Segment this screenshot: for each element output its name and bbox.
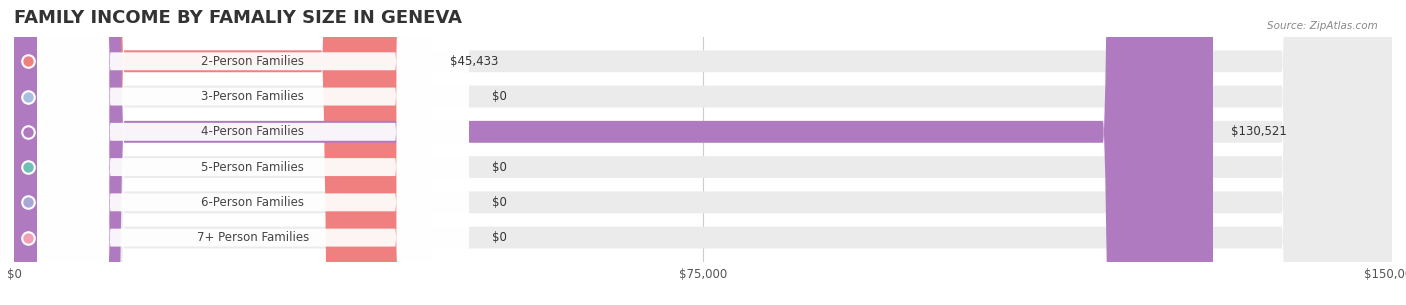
- Text: Source: ZipAtlas.com: Source: ZipAtlas.com: [1267, 21, 1378, 31]
- Text: FAMILY INCOME BY FAMALIY SIZE IN GENEVA: FAMILY INCOME BY FAMALIY SIZE IN GENEVA: [14, 9, 463, 27]
- FancyBboxPatch shape: [14, 0, 1392, 305]
- FancyBboxPatch shape: [37, 0, 468, 305]
- Text: 4-Person Families: 4-Person Families: [201, 125, 304, 138]
- Text: 6-Person Families: 6-Person Families: [201, 196, 304, 209]
- Text: $130,521: $130,521: [1232, 125, 1288, 138]
- FancyBboxPatch shape: [37, 0, 468, 305]
- FancyBboxPatch shape: [14, 0, 1392, 305]
- Text: $0: $0: [492, 231, 506, 244]
- Text: $45,433: $45,433: [450, 55, 498, 68]
- Text: 3-Person Families: 3-Person Families: [201, 90, 304, 103]
- Text: $0: $0: [492, 196, 506, 209]
- FancyBboxPatch shape: [37, 0, 468, 305]
- Text: $0: $0: [492, 90, 506, 103]
- FancyBboxPatch shape: [14, 0, 1392, 305]
- Text: 5-Person Families: 5-Person Families: [201, 161, 304, 174]
- Text: 2-Person Families: 2-Person Families: [201, 55, 304, 68]
- Text: 7+ Person Families: 7+ Person Families: [197, 231, 309, 244]
- FancyBboxPatch shape: [37, 0, 468, 305]
- FancyBboxPatch shape: [37, 0, 468, 305]
- FancyBboxPatch shape: [14, 0, 432, 305]
- FancyBboxPatch shape: [14, 0, 1213, 305]
- FancyBboxPatch shape: [14, 0, 1392, 305]
- Text: $0: $0: [492, 161, 506, 174]
- FancyBboxPatch shape: [14, 0, 1392, 305]
- FancyBboxPatch shape: [37, 0, 468, 305]
- FancyBboxPatch shape: [14, 0, 1392, 305]
